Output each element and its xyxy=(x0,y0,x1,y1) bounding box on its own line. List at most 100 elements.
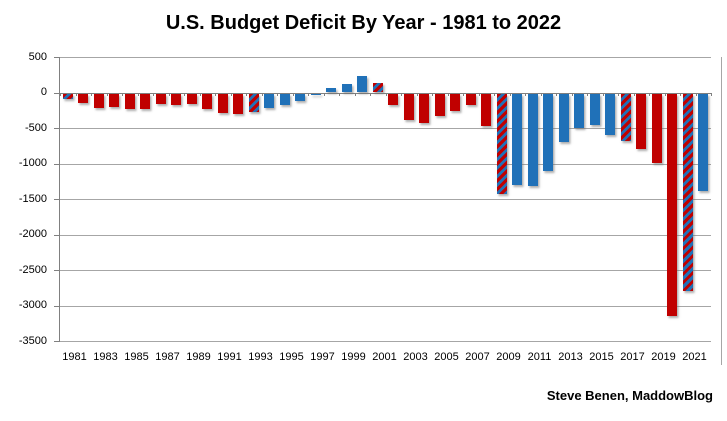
category-axis-tick xyxy=(168,92,170,96)
bar-1999 xyxy=(341,83,352,93)
category-axis-tick xyxy=(556,92,557,96)
category-axis-tick xyxy=(664,92,666,96)
bar-2016 xyxy=(605,93,616,136)
category-axis-tick xyxy=(60,92,61,96)
bar-1995 xyxy=(279,93,290,106)
bar-1988 xyxy=(171,93,182,105)
category-axis-tick xyxy=(153,92,154,96)
category-axis-tick xyxy=(75,92,77,96)
bar-2017 xyxy=(620,93,631,141)
category-axis-tick xyxy=(494,92,495,96)
category-axis-tick xyxy=(122,92,123,96)
x-tick-label-2005: 2005 xyxy=(434,351,459,363)
bar-2007 xyxy=(465,93,476,105)
bar-2001 xyxy=(372,83,383,93)
category-axis-tick xyxy=(91,92,92,96)
x-tick-label-1981: 1981 xyxy=(62,351,87,363)
gridline--500 xyxy=(60,128,711,129)
x-tick-label-2011: 2011 xyxy=(527,351,552,363)
x-tick-label-2013: 2013 xyxy=(558,351,583,363)
y-tick-label--500: -500 xyxy=(24,121,47,134)
y-tick-label--2500: -2500 xyxy=(18,263,47,276)
category-axis-tick xyxy=(292,92,294,96)
category-axis-tick xyxy=(649,92,650,96)
x-tick-label-1987: 1987 xyxy=(155,351,180,363)
x-tick-label-1989: 1989 xyxy=(186,351,211,363)
bar-2019 xyxy=(651,93,662,164)
y-tick-label--3000: -3000 xyxy=(18,299,47,311)
category-axis-tick xyxy=(463,92,464,96)
x-tick-label-1983: 1983 xyxy=(93,351,118,363)
bar-1982 xyxy=(78,93,89,103)
x-tick-label-1999: 1999 xyxy=(341,351,366,363)
y-tick-label-500: 500 xyxy=(28,50,47,63)
y-axis-tick xyxy=(54,92,60,94)
bar-2003 xyxy=(403,93,414,121)
category-axis-tick xyxy=(602,92,604,96)
y-axis-tick xyxy=(54,57,60,58)
bar-2015 xyxy=(589,93,600,125)
bar-1989 xyxy=(186,93,197,105)
category-axis-tick xyxy=(401,92,402,96)
bar-1981 xyxy=(62,93,73,100)
bar-2010 xyxy=(512,93,523,186)
bar-2004 xyxy=(419,93,430,123)
y-axis-tick xyxy=(54,163,60,165)
x-tick-label-2021: 2021 xyxy=(682,351,707,363)
bar-2006 xyxy=(450,93,461,112)
y-axis-tick xyxy=(54,128,60,129)
x-tick-label-2009: 2009 xyxy=(496,351,521,363)
x-tick-label-2003: 2003 xyxy=(403,351,428,363)
x-tick-label-2019: 2019 xyxy=(651,351,676,363)
x-tick-label-1995: 1995 xyxy=(279,351,304,363)
category-axis-tick xyxy=(215,92,216,96)
x-tick-label-2017: 2017 xyxy=(620,351,645,363)
chart-title: U.S. Budget Deficit By Year - 1981 to 20… xyxy=(165,12,562,34)
bar-2021 xyxy=(682,93,693,291)
bar-2014 xyxy=(574,93,585,128)
category-axis-tick xyxy=(137,92,139,96)
bar-1984 xyxy=(109,93,120,107)
gridline--3500 xyxy=(60,341,711,342)
bar-1993 xyxy=(248,93,259,112)
gridline--2000 xyxy=(60,234,711,236)
bar-1998 xyxy=(326,87,337,93)
bar-1983 xyxy=(93,93,104,109)
category-axis-tick xyxy=(618,92,619,96)
bar-1987 xyxy=(155,93,166,105)
bar-2008 xyxy=(481,93,492,127)
y-axis-tick xyxy=(54,199,60,200)
y-axis-tick xyxy=(54,305,60,307)
x-tick-label-1991: 1991 xyxy=(217,351,242,363)
bar-1992 xyxy=(233,93,244,115)
category-axis-tick xyxy=(277,92,278,96)
category-axis-tick xyxy=(695,92,697,96)
category-axis-tick xyxy=(540,92,542,96)
category-axis-tick xyxy=(571,92,573,96)
y-tick-label--1000: -1000 xyxy=(18,157,47,169)
category-axis-tick xyxy=(261,92,263,96)
y-axis-tick xyxy=(54,234,60,236)
bar-2005 xyxy=(434,93,445,117)
category-axis-tick xyxy=(230,92,232,96)
category-axis-tick xyxy=(339,92,340,96)
gridline-500 xyxy=(60,57,711,58)
bar-2002 xyxy=(388,93,399,105)
category-axis-tick xyxy=(246,92,247,96)
category-axis-tick xyxy=(370,92,371,96)
bar-1985 xyxy=(124,93,135,109)
x-tick-label-1993: 1993 xyxy=(248,351,273,363)
bar-1990 xyxy=(202,93,213,110)
category-axis-tick xyxy=(106,92,108,96)
plot-right-border xyxy=(721,57,722,365)
category-axis-tick xyxy=(416,92,418,96)
bar-2018 xyxy=(636,93,647,149)
category-axis-tick xyxy=(432,92,433,96)
category-axis-tick xyxy=(308,92,309,96)
bar-2000 xyxy=(357,75,368,93)
y-tick-label--3500: -3500 xyxy=(18,334,47,347)
bar-2012 xyxy=(543,93,554,171)
x-tick-label-1997: 1997 xyxy=(310,351,335,363)
bar-1997 xyxy=(310,93,321,96)
